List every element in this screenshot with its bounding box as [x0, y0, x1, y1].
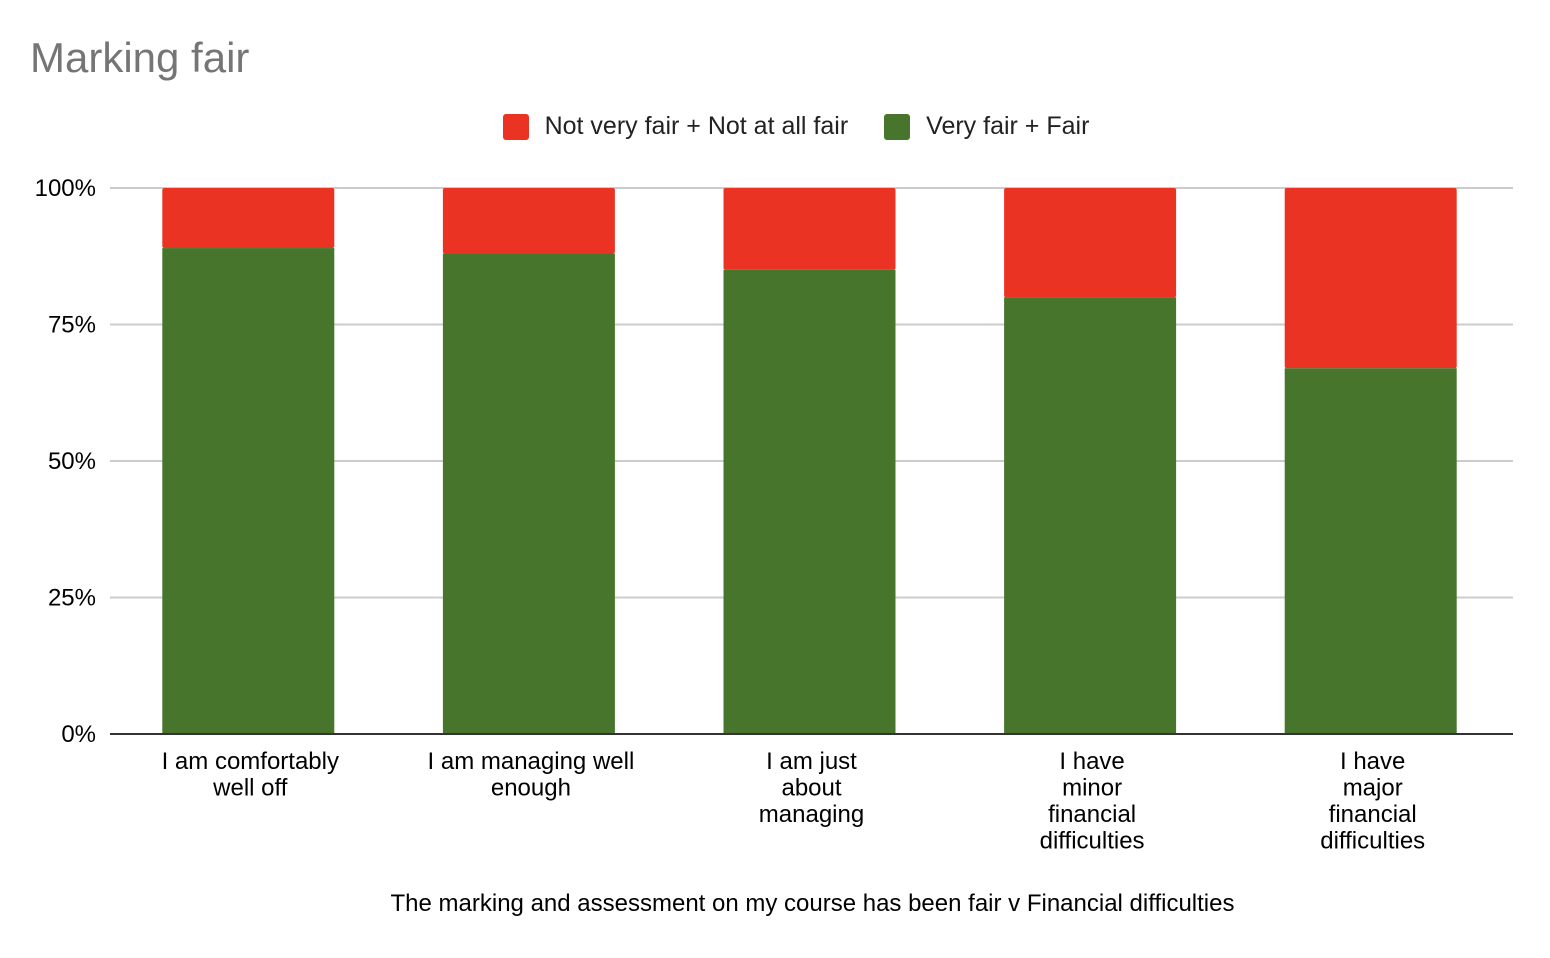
legend-label-not-fair: Not very fair + Not at all fair: [544, 112, 849, 140]
bar-segment-not-fair[interactable]: [1284, 188, 1457, 369]
y-tick-label: 0%: [61, 721, 96, 748]
bar-segment-not-fair[interactable]: [1004, 188, 1177, 298]
x-category-label: financial: [1329, 801, 1417, 828]
x-category-label: about: [781, 775, 841, 802]
x-category-label: managing: [759, 801, 864, 828]
legend-swatch-not-fair: [502, 113, 529, 140]
x-category-label: I am comfortably: [162, 748, 339, 775]
x-category-label: minor: [1062, 775, 1122, 802]
x-axis-title: The marking and assessment on my course …: [390, 890, 1235, 917]
x-category-label: I am just: [766, 748, 857, 775]
x-category-label: well off: [212, 775, 288, 802]
y-axis-ticks: 0% 25% 50% 75% 100%: [35, 175, 96, 748]
y-tick-label: 100%: [35, 175, 96, 202]
bar-segment-fair[interactable]: [1004, 297, 1177, 734]
legend-swatch-fair: [884, 113, 911, 140]
bar-segment-fair[interactable]: [723, 269, 896, 734]
bar-segment-fair[interactable]: [1284, 368, 1457, 734]
bar-segment-not-fair[interactable]: [162, 188, 335, 249]
legend-item-not-fair[interactable]: Not very fair + Not at all fair: [502, 112, 849, 141]
x-category-label: difficulties: [1320, 828, 1425, 855]
legend-label-fair: Very fair + Fair: [926, 112, 1090, 140]
x-category-label: major: [1343, 775, 1403, 802]
bar-segment-fair[interactable]: [162, 248, 335, 734]
x-category-label: I am managing well: [428, 748, 635, 775]
bar-segment-not-fair[interactable]: [442, 188, 615, 254]
bar-segment-fair[interactable]: [442, 253, 615, 734]
x-category-label: financial: [1048, 801, 1136, 828]
x-category-label: difficulties: [1040, 828, 1145, 855]
chart-title: Marking fair: [30, 34, 250, 81]
y-tick-label: 75%: [48, 312, 96, 339]
bars: [162, 188, 1457, 734]
x-category-label: enough: [491, 775, 571, 802]
bar-segment-not-fair[interactable]: [723, 188, 896, 270]
legend-item-fair[interactable]: Very fair + Fair: [884, 112, 1089, 141]
x-category-label: I have: [1340, 748, 1405, 775]
x-category-label: I have: [1059, 748, 1124, 775]
legend: Not very fair + Not at all fair Very fai…: [0, 112, 1550, 141]
y-tick-label: 50%: [48, 448, 96, 475]
y-tick-label: 25%: [48, 585, 96, 612]
